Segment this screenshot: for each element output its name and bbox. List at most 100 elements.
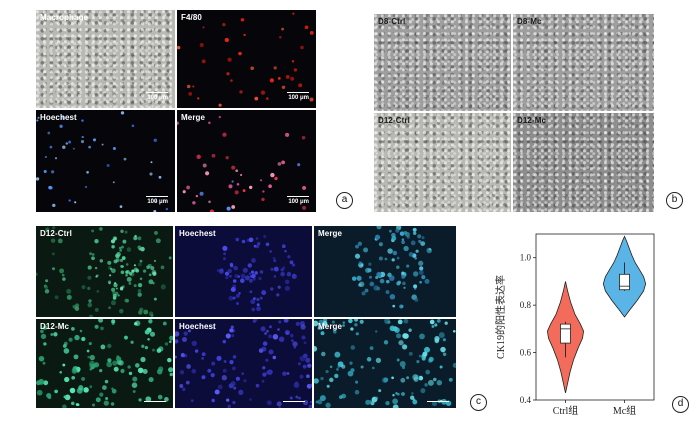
- cell-dot: [229, 328, 234, 333]
- cell-dot: [45, 279, 49, 283]
- cell-dot: [63, 341, 68, 346]
- cell-dot: [250, 66, 254, 71]
- cell-dot: [75, 403, 79, 406]
- cell-dot: [291, 339, 294, 342]
- cell-dot: [401, 271, 405, 275]
- cell-dot: [243, 379, 247, 383]
- cell-dot: [128, 272, 133, 276]
- cell-dot: [285, 132, 290, 137]
- cell-dot: [425, 369, 431, 375]
- cell-dot: [87, 355, 90, 359]
- y-axis-label: CK19的阳性表达率: [494, 275, 507, 359]
- cell-dot: [314, 320, 319, 327]
- cell-dot: [376, 271, 382, 278]
- cell-dot: [398, 340, 404, 346]
- cell-dot: [301, 136, 306, 140]
- cell-dot: [270, 287, 274, 291]
- cell-dot: [301, 335, 306, 340]
- cell-dot: [43, 342, 47, 346]
- cell-dot: [217, 384, 223, 390]
- cell-dot: [278, 406, 282, 408]
- cell-dot: [270, 267, 274, 271]
- cell-dot: [244, 275, 250, 281]
- cell-dot: [375, 357, 382, 364]
- cell-dot: [389, 294, 396, 300]
- cell-dot: [355, 380, 359, 384]
- cell-dot: [392, 393, 395, 397]
- cell-dot: [355, 332, 359, 336]
- cell-dot: [231, 165, 236, 170]
- cell-dot: [286, 372, 290, 375]
- cell-dot: [165, 207, 169, 211]
- panel-b-badge: b: [666, 192, 683, 209]
- tile-label: Hoechest: [179, 229, 216, 238]
- cell-dot: [272, 355, 277, 360]
- merged-cells: [314, 319, 456, 408]
- scale-label: 100 μm: [147, 199, 168, 205]
- cell-dot: [406, 376, 410, 380]
- cell-dot: [391, 235, 397, 241]
- merge-fluorescence-image: Merge 100 μm: [177, 110, 316, 212]
- cell-dot: [69, 387, 76, 394]
- f480-fluorescence-image: F4/80 100 μm: [177, 10, 316, 108]
- cell-dot: [190, 399, 194, 402]
- cell-dot: [66, 294, 72, 300]
- cell-dot: [36, 177, 40, 181]
- tile-label: Macrophage: [40, 13, 89, 22]
- cell-dot: [302, 364, 307, 369]
- cell-dot: [63, 348, 70, 354]
- cell-dot: [175, 355, 177, 359]
- cell-dot: [226, 398, 230, 402]
- cell-dot: [62, 277, 66, 281]
- cell-dot: [332, 329, 337, 334]
- cell-dot: [88, 145, 91, 149]
- panel-b: D8-Ctrl D8-Mc D12-Ctrl D12-Mc: [374, 14, 654, 212]
- cell-dot: [68, 199, 71, 202]
- cell-dot: [424, 346, 430, 353]
- cell-dot: [36, 389, 43, 396]
- cell-dot: [255, 244, 260, 249]
- cell-dot: [98, 319, 104, 323]
- cell-dot: [216, 355, 222, 361]
- cell-dot: [47, 395, 52, 400]
- cell-dot: [300, 324, 306, 330]
- cell-dot: [248, 237, 254, 243]
- tile-label: F4/80: [181, 13, 202, 22]
- violin-chart: 0.4 0.6 0.8 1.0 CK19的阳性表达率 Ctrl组 Mc组: [494, 233, 655, 417]
- cell-dot: [396, 265, 400, 270]
- cell-dot: [406, 264, 410, 268]
- cell-dot: [355, 244, 359, 249]
- cell-dot: [287, 255, 291, 259]
- cell-dot: [81, 336, 86, 342]
- cell-dot: [179, 370, 185, 375]
- cell-dot: [396, 358, 400, 362]
- cell-dot: [50, 170, 55, 174]
- cell-dot: [182, 387, 186, 392]
- cell-dot: [318, 325, 324, 331]
- merged-cell-dots: [177, 115, 307, 212]
- cell-dot: [138, 310, 143, 315]
- cell-dot: [141, 344, 145, 348]
- cell-dot: [222, 257, 226, 261]
- cell-dot: [233, 386, 237, 390]
- cell-dot: [232, 355, 237, 359]
- cell-dot: [403, 319, 409, 324]
- cell-dot: [424, 383, 428, 387]
- cell-dot: [262, 366, 266, 370]
- cell-dot: [289, 260, 294, 265]
- cell-dot: [88, 314, 94, 317]
- cell-dot: [119, 205, 123, 208]
- cell-dot: [358, 281, 365, 288]
- cell-dot: [241, 372, 245, 375]
- cell-dot: [207, 368, 212, 373]
- cell-dot: [412, 399, 418, 405]
- cell-dot: [276, 401, 282, 407]
- green-cells: [36, 319, 173, 408]
- cell-dot: [89, 385, 93, 389]
- cell-dot: [133, 284, 137, 288]
- cell-dot: [272, 257, 276, 261]
- cell-dot: [218, 115, 221, 119]
- cell-dot: [118, 246, 122, 250]
- cell-dot: [358, 261, 363, 265]
- cell-dot: [68, 337, 73, 342]
